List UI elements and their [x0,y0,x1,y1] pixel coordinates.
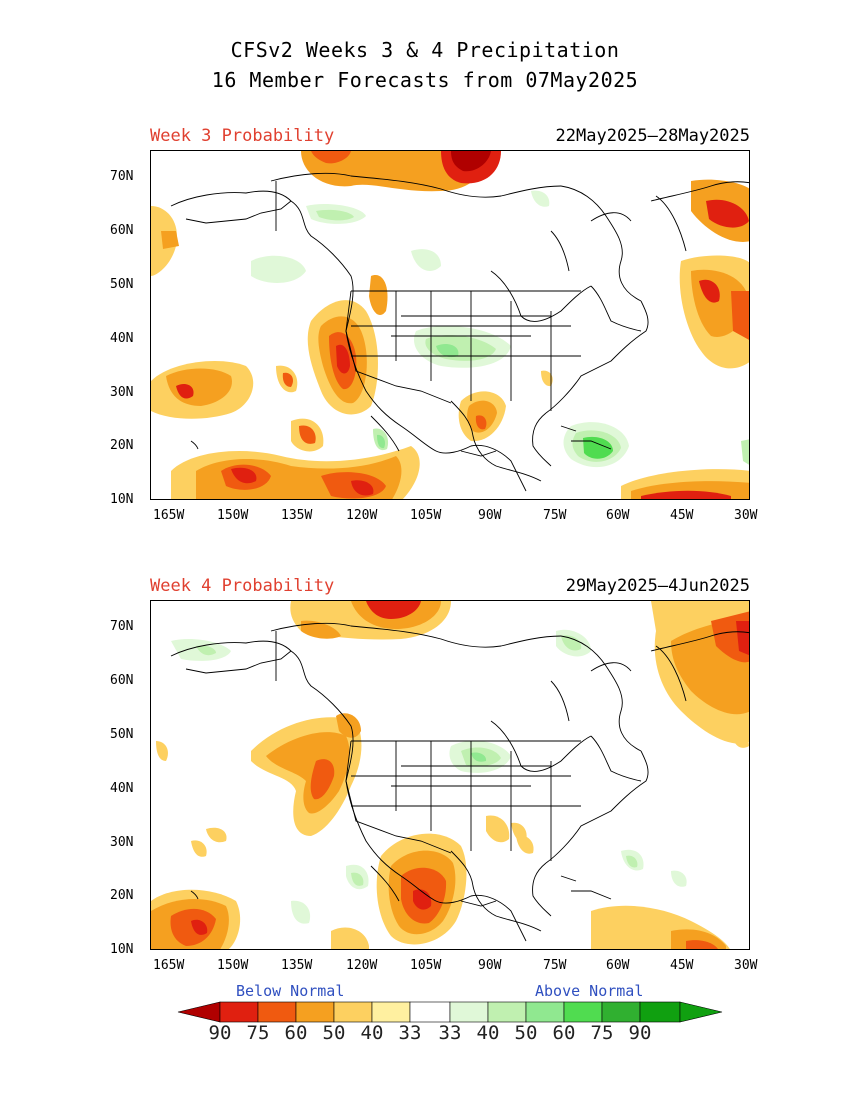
lon-label: 165W [153,958,185,973]
lat-label: 40N [110,331,134,346]
legend-swatch [601,1001,641,1023]
lon-label: 60W [606,508,630,523]
legend-swatch [295,1001,335,1023]
legend-number: 75 [246,1022,270,1044]
title-line-2: 16 Member Forecasts from 07May2025 [211,68,639,92]
week4-map-svg [151,601,749,949]
lon-label: 75W [543,508,567,523]
lon-label: 90W [478,958,502,973]
legend-arrow-left [177,1001,221,1023]
lon-label: 120W [346,958,378,973]
lon-label: 135W [281,958,313,973]
lat-label: 20N [110,438,134,453]
legend-swatch [487,1001,527,1023]
lon-label: 165W [153,508,185,523]
legend-number: 50 [322,1022,346,1044]
legend-below-label: Below Normal [236,982,345,1000]
legend-swatch [371,1001,411,1023]
week4-map [150,600,750,950]
week3-map [150,150,750,500]
legend-numbers: 90 75 60 50 40 33 33 40 50 60 75 90 [0,1022,850,1048]
lat-label: 50N [110,727,134,742]
legend-number: 75 [590,1022,614,1044]
week3-map-svg [151,151,749,499]
legend-swatch [639,1001,681,1023]
lon-label: 105W [410,508,442,523]
week3-probability-fields [151,151,749,499]
lat-label: 70N [110,169,134,184]
legend-number: 33 [438,1022,462,1044]
week3-date-range: 22May2025—28May2025 [555,126,750,146]
title-line-1: CFSv2 Weeks 3 & 4 Precipitation [230,38,620,62]
legend-swatch [563,1001,603,1023]
legend-above-label: Above Normal [535,982,644,1000]
week3-coastlines [170,172,749,492]
legend-number: 40 [476,1022,500,1044]
week4-date-range: 29May2025—4Jun2025 [565,576,750,596]
lat-label: 30N [110,835,134,850]
legend-number: 90 [628,1022,652,1044]
legend-swatch [333,1001,373,1023]
lon-label: 60W [606,958,630,973]
legend-colorbar [177,1001,723,1023]
lat-label: 30N [110,385,134,400]
lon-label: 105W [410,958,442,973]
lon-label: 120W [346,508,378,523]
legend-swatch [449,1001,489,1023]
legend-number: 33 [398,1022,422,1044]
legend-arrow-right [679,1001,723,1023]
week3-label: Week 3 Probability [150,126,335,146]
legend-number: 50 [514,1022,538,1044]
lat-label: 60N [110,223,134,238]
lon-label: 30W [734,958,758,973]
lat-label: 60N [110,673,134,688]
legend-swatch [409,1001,451,1023]
week4-probability-fields [151,601,749,949]
lat-label: 40N [110,781,134,796]
lon-label: 150W [217,958,249,973]
lat-label: 10N [110,492,134,507]
lat-label: 70N [110,619,134,634]
legend-number: 60 [284,1022,308,1044]
lon-label: 135W [281,508,313,523]
lat-label: 50N [110,277,134,292]
legend-swatch [257,1001,297,1023]
week4-label: Week 4 Probability [150,576,335,596]
legend-number: 90 [208,1022,232,1044]
legend-number: 40 [360,1022,384,1044]
lon-label: 45W [670,958,694,973]
week3-borders [345,290,581,411]
lon-label: 75W [543,958,567,973]
lat-label: 20N [110,888,134,903]
lon-label: 30W [734,508,758,523]
legend-swatch [525,1001,565,1023]
lon-label: 90W [478,508,502,523]
week4-borders [345,740,581,861]
legend-swatch [219,1001,259,1023]
lat-label: 10N [110,942,134,957]
lon-label: 150W [217,508,249,523]
legend-number: 60 [552,1022,576,1044]
lon-label: 45W [670,508,694,523]
